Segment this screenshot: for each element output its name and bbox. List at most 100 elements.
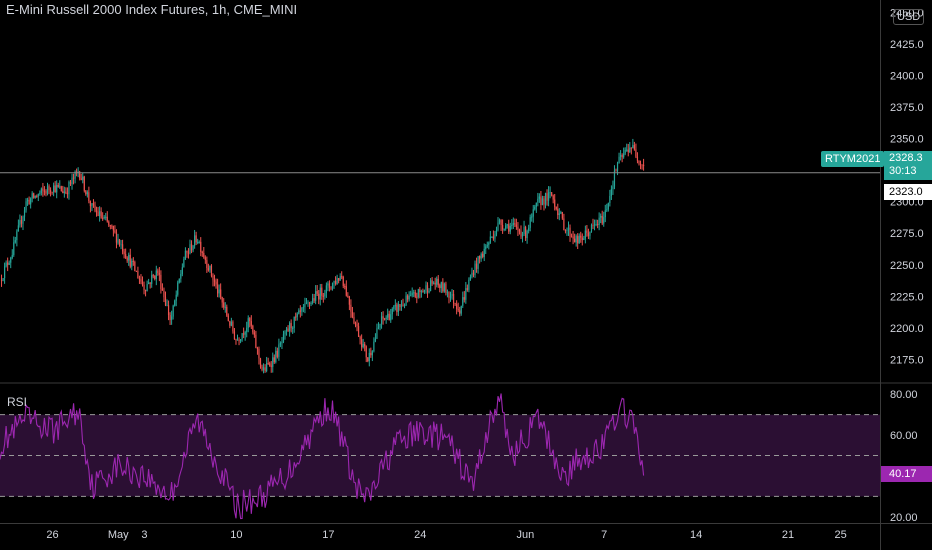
candle-body xyxy=(13,242,15,255)
candle-body xyxy=(451,293,453,297)
candle-body xyxy=(200,241,202,252)
candle-body xyxy=(106,216,108,222)
candle-body xyxy=(33,193,35,198)
candle-body xyxy=(88,192,90,202)
currency-button[interactable]: USD xyxy=(893,9,925,25)
candle-body xyxy=(71,177,73,185)
candle-body xyxy=(266,362,268,371)
candle-body xyxy=(561,212,563,219)
candle-body xyxy=(604,210,606,218)
candle-body xyxy=(91,203,93,207)
candle-body xyxy=(359,336,361,340)
candle-body xyxy=(609,196,611,204)
candle-body xyxy=(319,287,321,300)
candle-body xyxy=(615,170,617,172)
candle-body xyxy=(433,282,435,284)
candle-body xyxy=(365,346,367,358)
candle-body xyxy=(92,203,95,206)
candle-body xyxy=(40,188,42,193)
candle-body xyxy=(304,303,306,308)
candle-body xyxy=(520,231,522,237)
candle-body xyxy=(252,325,254,333)
candle-body xyxy=(241,333,243,340)
candle-body xyxy=(89,201,92,207)
candle-body xyxy=(370,352,372,356)
candle-body xyxy=(336,278,338,285)
candle-body xyxy=(442,281,444,292)
candle-body xyxy=(108,221,110,226)
candle-body xyxy=(357,326,360,337)
rsi-tick-label: 20.00 xyxy=(890,512,918,524)
candle-body xyxy=(164,297,167,306)
candle-body xyxy=(262,367,265,371)
candle-body xyxy=(233,331,236,340)
price-tick-label: 2250.0 xyxy=(890,260,924,272)
time-tick-label: 7 xyxy=(601,529,607,541)
candle-body xyxy=(209,265,211,271)
rsi-line xyxy=(0,393,645,520)
candle-body xyxy=(195,235,197,243)
candle-body xyxy=(468,279,470,290)
candle-body xyxy=(3,266,6,279)
candle-body xyxy=(417,289,419,298)
candle-body xyxy=(534,206,536,210)
candle-body xyxy=(264,367,266,371)
candle-body xyxy=(475,263,478,269)
candle-body xyxy=(338,278,340,281)
candle-body xyxy=(459,310,461,314)
candle-body xyxy=(74,171,76,179)
candle-body xyxy=(97,211,99,217)
candle-body xyxy=(14,240,16,243)
candle-body xyxy=(307,302,309,304)
candle-body xyxy=(641,164,643,166)
candle-body xyxy=(387,313,389,318)
candle-body xyxy=(31,193,33,199)
candle-body xyxy=(229,320,231,326)
candle-body xyxy=(334,281,337,285)
candle-body xyxy=(543,198,545,205)
candle-body xyxy=(371,351,373,356)
candle-body xyxy=(298,310,300,314)
candle-body xyxy=(555,206,557,210)
time-tick-label: May xyxy=(108,529,129,541)
candle-body xyxy=(39,192,41,194)
candle-body xyxy=(171,316,173,320)
candle-body xyxy=(517,226,519,230)
candle-body xyxy=(10,257,12,263)
candle-body xyxy=(221,297,223,303)
candle-body xyxy=(68,181,70,195)
candle-body xyxy=(239,339,242,342)
candle-body xyxy=(285,328,288,332)
candle-body xyxy=(456,304,458,309)
candle-body xyxy=(400,304,403,308)
candle-body xyxy=(327,283,329,286)
price-plot[interactable] xyxy=(0,138,880,374)
candle-body xyxy=(160,274,162,289)
candle-body xyxy=(54,185,56,193)
candle-body xyxy=(569,227,571,237)
candle-body xyxy=(316,291,318,294)
candle-body xyxy=(322,295,324,297)
candle-body xyxy=(531,216,533,218)
candle-body xyxy=(445,283,447,293)
candle-body xyxy=(618,156,620,164)
candle-body xyxy=(281,342,283,344)
candle-body xyxy=(642,164,645,167)
candle-body xyxy=(572,236,574,239)
candle-body xyxy=(102,217,104,219)
candle-body xyxy=(301,307,303,312)
price-tick-label: 2275.0 xyxy=(890,228,924,240)
candle-body xyxy=(76,171,78,173)
candle-body xyxy=(551,192,553,196)
candle-body xyxy=(243,333,245,335)
candle-body xyxy=(502,225,504,230)
candle-body xyxy=(183,259,185,268)
candle-body xyxy=(377,327,380,329)
rsi-plot[interactable] xyxy=(0,393,645,520)
candle-body xyxy=(210,265,213,276)
candle-body xyxy=(457,308,459,311)
candle-body xyxy=(423,289,426,293)
candle-body xyxy=(434,282,436,285)
candle-body xyxy=(578,235,580,244)
